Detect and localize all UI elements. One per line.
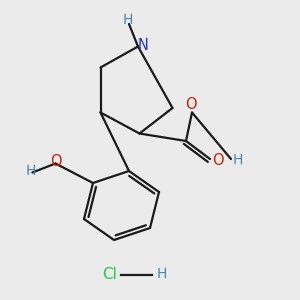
- Text: O: O: [213, 153, 224, 168]
- Text: O: O: [185, 97, 196, 112]
- Text: N: N: [138, 38, 149, 53]
- Text: H: H: [26, 164, 36, 178]
- Text: Cl: Cl: [102, 267, 117, 282]
- Text: H: H: [122, 14, 133, 27]
- Text: O: O: [50, 154, 62, 169]
- Text: H: H: [232, 153, 243, 166]
- Text: H: H: [156, 268, 167, 281]
